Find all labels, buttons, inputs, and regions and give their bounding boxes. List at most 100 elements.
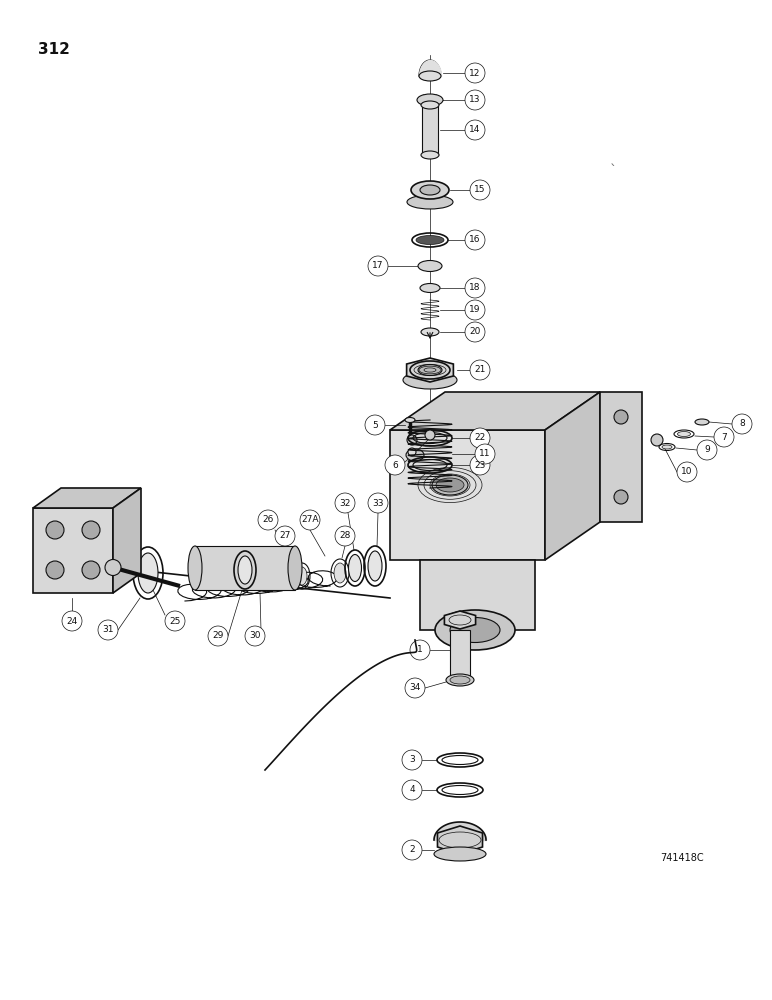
- Text: 5: 5: [372, 420, 378, 430]
- Text: 14: 14: [469, 125, 481, 134]
- Circle shape: [465, 120, 485, 140]
- Circle shape: [368, 493, 388, 513]
- Text: 8: 8: [739, 420, 745, 428]
- Ellipse shape: [419, 71, 441, 81]
- Ellipse shape: [405, 418, 415, 422]
- Circle shape: [82, 561, 100, 579]
- Ellipse shape: [348, 554, 361, 582]
- Circle shape: [368, 256, 388, 276]
- Text: 1: 1: [417, 646, 423, 654]
- Polygon shape: [420, 560, 535, 630]
- Ellipse shape: [416, 235, 444, 244]
- Text: 24: 24: [66, 616, 78, 626]
- Ellipse shape: [678, 432, 690, 436]
- Text: 25: 25: [169, 616, 181, 626]
- Ellipse shape: [420, 284, 440, 292]
- Text: 17: 17: [372, 261, 384, 270]
- Ellipse shape: [418, 260, 442, 271]
- Text: 33: 33: [372, 498, 384, 508]
- Circle shape: [46, 521, 64, 539]
- Circle shape: [614, 410, 628, 424]
- Circle shape: [105, 560, 121, 576]
- Circle shape: [46, 561, 64, 579]
- Ellipse shape: [138, 553, 158, 593]
- Text: 10: 10: [681, 468, 692, 477]
- Circle shape: [405, 678, 425, 698]
- Text: 12: 12: [469, 68, 481, 78]
- Ellipse shape: [434, 847, 486, 861]
- Circle shape: [402, 780, 422, 800]
- Text: 7: 7: [721, 432, 727, 442]
- Text: 27A: 27A: [301, 516, 319, 524]
- Ellipse shape: [288, 546, 302, 590]
- Bar: [195, 546, 295, 590]
- Circle shape: [425, 430, 435, 440]
- Circle shape: [300, 510, 320, 530]
- Circle shape: [62, 611, 82, 631]
- Text: 15: 15: [474, 186, 486, 194]
- Circle shape: [402, 750, 422, 770]
- Polygon shape: [545, 392, 600, 560]
- Polygon shape: [113, 488, 141, 593]
- Polygon shape: [390, 392, 600, 430]
- Ellipse shape: [418, 364, 442, 375]
- Circle shape: [275, 526, 295, 546]
- Text: 13: 13: [469, 96, 481, 104]
- Polygon shape: [445, 611, 476, 629]
- Circle shape: [465, 230, 485, 250]
- Ellipse shape: [421, 101, 439, 109]
- Ellipse shape: [417, 94, 443, 106]
- Circle shape: [470, 428, 490, 448]
- Text: 26: 26: [262, 516, 274, 524]
- Circle shape: [465, 322, 485, 342]
- Bar: [422, 105, 438, 155]
- Circle shape: [208, 626, 228, 646]
- Text: 29: 29: [212, 632, 224, 641]
- Text: 27: 27: [279, 532, 291, 540]
- Ellipse shape: [695, 419, 709, 425]
- Circle shape: [258, 510, 278, 530]
- Text: 3: 3: [409, 756, 415, 764]
- Ellipse shape: [421, 151, 439, 159]
- Circle shape: [614, 490, 628, 504]
- Text: 21: 21: [474, 365, 486, 374]
- Polygon shape: [438, 826, 482, 854]
- Circle shape: [408, 448, 416, 456]
- Ellipse shape: [406, 449, 424, 461]
- Circle shape: [677, 462, 697, 482]
- Circle shape: [335, 493, 355, 513]
- Circle shape: [465, 90, 485, 110]
- Text: 22: 22: [474, 434, 486, 442]
- Ellipse shape: [662, 445, 672, 449]
- Ellipse shape: [435, 610, 515, 650]
- Circle shape: [465, 63, 485, 83]
- Polygon shape: [390, 430, 545, 560]
- Circle shape: [410, 640, 430, 660]
- Circle shape: [245, 626, 265, 646]
- Circle shape: [465, 278, 485, 298]
- Polygon shape: [33, 488, 141, 508]
- Circle shape: [165, 611, 185, 631]
- Ellipse shape: [446, 674, 474, 686]
- Circle shape: [402, 840, 422, 860]
- Circle shape: [465, 300, 485, 320]
- Ellipse shape: [188, 546, 202, 590]
- Ellipse shape: [450, 676, 470, 684]
- Ellipse shape: [410, 361, 450, 379]
- Text: 30: 30: [249, 632, 261, 641]
- Circle shape: [732, 414, 752, 434]
- Text: 2: 2: [409, 846, 415, 854]
- Text: 741418C: 741418C: [660, 853, 703, 863]
- Text: 34: 34: [409, 684, 421, 692]
- Polygon shape: [33, 508, 113, 593]
- Ellipse shape: [420, 185, 440, 195]
- Ellipse shape: [421, 328, 439, 336]
- Ellipse shape: [238, 556, 252, 584]
- Ellipse shape: [407, 195, 453, 209]
- Text: `: `: [610, 164, 617, 178]
- Ellipse shape: [436, 478, 464, 492]
- Circle shape: [470, 455, 490, 475]
- Ellipse shape: [450, 617, 500, 643]
- Text: 312: 312: [38, 42, 70, 57]
- Text: 11: 11: [479, 450, 491, 458]
